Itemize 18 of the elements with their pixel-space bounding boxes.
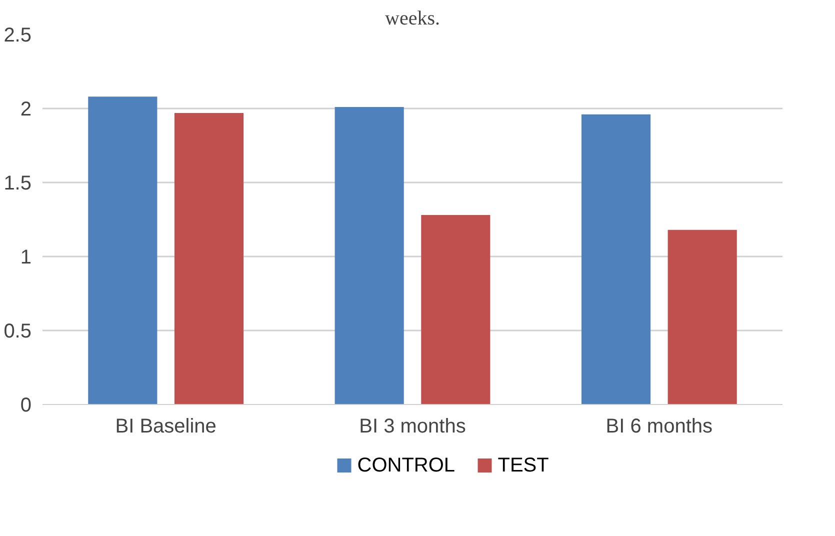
bar <box>88 96 158 404</box>
bar <box>334 107 404 404</box>
bar <box>174 112 244 404</box>
x-tick-label: BI 3 months <box>359 416 466 438</box>
y-tick-label: 1 <box>20 246 32 268</box>
x-tick-label: BI 6 months <box>606 416 713 438</box>
x-tick-label: BI Baseline <box>115 416 216 438</box>
chart-title: weeks. <box>385 8 440 30</box>
y-tick-label: 2.5 <box>4 24 32 46</box>
y-tick-label: 1.5 <box>4 172 32 194</box>
legend-label: TEST <box>498 454 549 476</box>
bar <box>581 114 651 404</box>
y-tick-label: 0 <box>20 394 32 416</box>
legend-label: CONTROL <box>357 454 456 476</box>
bar <box>668 230 737 404</box>
y-tick-label: 2 <box>20 98 32 120</box>
y-tick-label: 0.5 <box>4 320 32 342</box>
bar <box>421 215 490 404</box>
